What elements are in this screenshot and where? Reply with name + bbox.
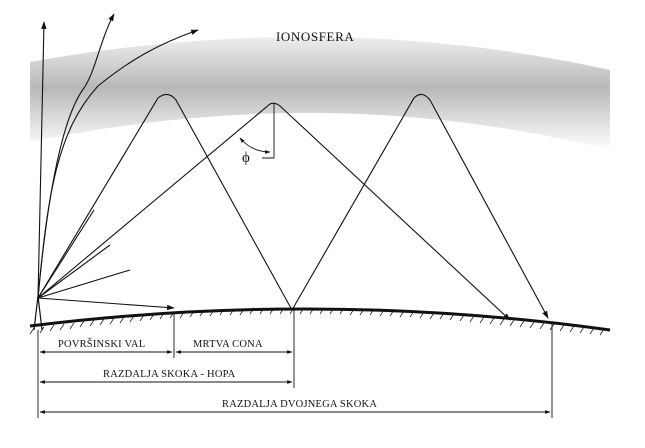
sky-wave-hop-1 (37, 93, 293, 311)
angle-label: ϕ (242, 150, 250, 166)
skip-distance-label: RAZDALJA SKOKA - HOPA (103, 369, 236, 380)
escape-ray-1 (37, 21, 47, 299)
angle-reference-line (262, 104, 275, 159)
low-angle-ray-1 (37, 297, 175, 311)
earth-hatching (29, 307, 605, 336)
escape-ray-3 (37, 29, 199, 299)
ionosphere-layer (30, 36, 610, 150)
low-angle-ray-3 (37, 244, 111, 299)
dead-zone-label: MRTVA CONA (193, 339, 263, 350)
low-angle-ray-4 (37, 209, 95, 299)
angle-arc (239, 137, 271, 154)
ground-wave-label: POVRŠINSKI VAL (58, 338, 145, 350)
sky-wave-second-hop (291, 93, 549, 319)
earth-surface (29, 307, 611, 332)
sky-wave-hop-2 (37, 102, 511, 321)
low-angle-ray-2 (37, 269, 131, 299)
ionosphere-label: IONOSFERA (276, 29, 354, 44)
double-skip-distance-label: RAZDALJA DVOJNEGA SKOKA (222, 399, 377, 410)
antenna (33, 295, 43, 331)
